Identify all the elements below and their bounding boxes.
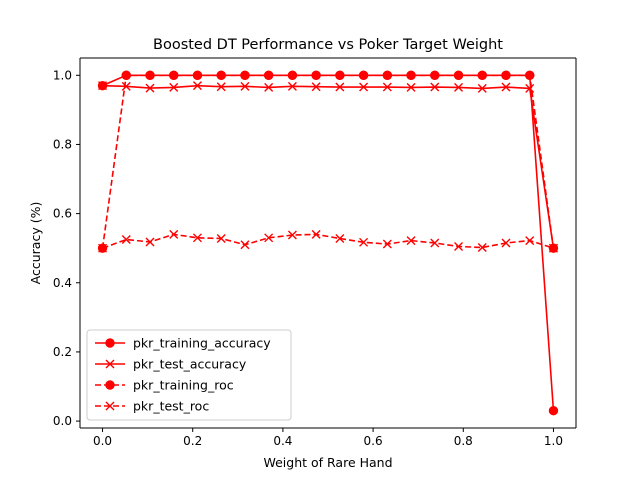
data-point	[382, 239, 392, 249]
legend-box	[86, 329, 292, 421]
y-axis-label: Accuracy (%)	[28, 202, 43, 285]
series-pkr_training_roc	[97, 70, 559, 253]
data-point	[98, 81, 108, 91]
data-point	[216, 234, 226, 243]
data-point	[287, 70, 298, 80]
data-point	[548, 243, 558, 253]
data-point	[121, 81, 131, 91]
data-point	[264, 233, 274, 243]
data-point	[382, 82, 392, 92]
data-point	[98, 243, 108, 253]
data-point	[240, 240, 250, 250]
y-tick-label: 0.8	[53, 137, 72, 151]
legend-label: pkr_training_roc	[133, 378, 234, 393]
y-tick-label: 0.0	[53, 414, 72, 428]
data-point	[240, 81, 250, 91]
data-point	[430, 82, 440, 92]
data-point	[454, 82, 464, 92]
data-point	[430, 238, 440, 248]
data-point	[192, 81, 202, 91]
data-point	[145, 70, 155, 80]
data-point	[216, 70, 226, 80]
data-point	[477, 243, 487, 252]
data-point	[240, 70, 250, 80]
data-point	[145, 83, 155, 93]
data-point	[548, 406, 559, 416]
data-point	[406, 82, 416, 92]
series-pkr_test_accuracy	[98, 81, 558, 253]
legend-label: pkr_test_accuracy	[133, 357, 247, 372]
data-point	[287, 230, 297, 240]
data-point	[406, 70, 416, 80]
data-point	[216, 82, 226, 92]
data-point	[358, 70, 369, 80]
x-tick-label: 0.4	[273, 434, 292, 448]
data-point	[264, 82, 274, 92]
y-tick-label: 0.6	[53, 207, 72, 221]
data-point	[525, 236, 535, 246]
data-point	[453, 70, 464, 80]
data-point	[335, 82, 345, 92]
data-point	[169, 82, 179, 92]
x-axis-label: Weight of Rare Hand	[263, 455, 392, 470]
data-point	[121, 235, 131, 245]
x-tick-label: 0.0	[93, 434, 112, 448]
legend-label: pkr_training_accuracy	[133, 336, 271, 351]
x-tick-label: 1.0	[544, 434, 563, 448]
data-point	[335, 70, 345, 80]
data-point	[382, 70, 393, 80]
data-point	[145, 237, 155, 247]
data-point	[477, 70, 487, 80]
legend-marker	[105, 380, 115, 390]
series-layer	[97, 70, 559, 416]
legend: pkr_training_accuracy pkr_test_accuracypk…	[86, 329, 292, 421]
legend-marker	[105, 359, 115, 369]
data-point	[311, 82, 321, 92]
data-point	[430, 70, 440, 80]
y-tick-label: 0.4	[53, 276, 72, 290]
data-point	[406, 236, 416, 246]
data-point	[287, 81, 297, 91]
data-point	[121, 70, 131, 80]
series-line	[102, 84, 555, 249]
y-tick-label: 1.0	[53, 68, 72, 82]
data-point	[501, 238, 511, 248]
series-pkr_test_roc	[98, 229, 558, 253]
series-line	[102, 233, 554, 249]
data-point	[263, 70, 274, 80]
x-tick-label: 0.2	[183, 434, 202, 448]
data-point	[359, 237, 369, 247]
data-point	[192, 233, 202, 243]
data-point	[335, 234, 345, 243]
data-point	[359, 82, 369, 92]
data-point	[501, 70, 511, 80]
x-tick-label: 0.6	[364, 434, 383, 448]
data-point	[311, 229, 321, 239]
y-tick-label: 0.2	[53, 345, 72, 359]
data-point	[169, 70, 179, 80]
data-point	[525, 70, 535, 80]
data-point	[169, 229, 179, 239]
legend-label: pkr_test_roc	[133, 399, 209, 414]
axes-frame	[79, 57, 577, 429]
chart-title: Boosted DT Performance vs Poker Target W…	[153, 37, 503, 53]
data-point	[501, 82, 511, 92]
data-point	[311, 70, 321, 80]
data-point	[477, 83, 487, 93]
x-tick-label: 0.8	[454, 434, 473, 448]
legend-marker	[105, 338, 115, 348]
ticks-layer: 0.0 0.2 0.4 0.6 0.8 1.0 0.0 0.2 0.4 0.6 0.8 1.0	[53, 68, 563, 448]
legend-marker	[105, 401, 115, 411]
data-point	[454, 241, 464, 251]
data-point	[192, 70, 203, 80]
